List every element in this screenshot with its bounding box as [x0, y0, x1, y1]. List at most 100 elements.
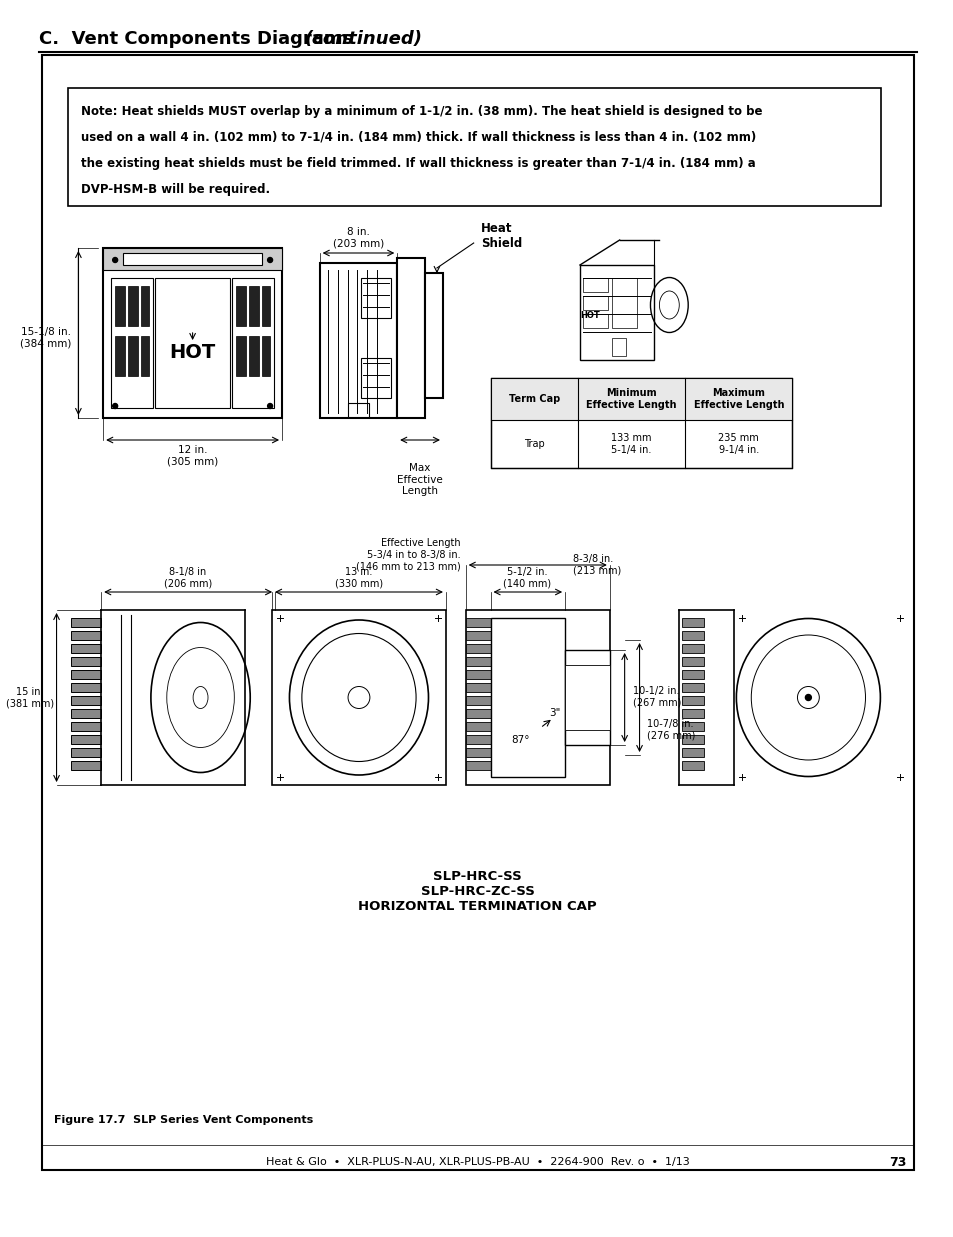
Bar	[71, 722, 101, 731]
Bar	[465, 683, 490, 691]
Text: 10-1/2 in.
(267 mm): 10-1/2 in. (267 mm)	[632, 687, 680, 708]
Bar	[112, 278, 152, 408]
Bar	[681, 709, 703, 717]
Text: DVP-HSM-B will be required.: DVP-HSM-B will be required.	[81, 183, 271, 195]
Bar	[582, 278, 607, 292]
Bar	[490, 379, 792, 468]
Text: Figure 17.7  SLP Series Vent Components: Figure 17.7 SLP Series Vent Components	[53, 1115, 313, 1124]
Bar	[141, 286, 149, 327]
Text: 8 in.
(203 mm): 8 in. (203 mm)	[333, 228, 384, 249]
Bar	[361, 278, 391, 318]
Bar	[233, 278, 274, 408]
Bar	[71, 761, 101, 769]
Text: Heat
Shield: Heat Shield	[480, 221, 521, 250]
Text: the existing heat shields must be field trimmed. If wall thickness is greater th: the existing heat shields must be field …	[81, 157, 756, 169]
Bar	[681, 657, 703, 666]
Text: 12 in.
(305 mm): 12 in. (305 mm)	[167, 445, 218, 466]
Text: 235 mm
9-1/4 in.: 235 mm 9-1/4 in.	[718, 433, 759, 455]
Bar	[465, 644, 490, 653]
Text: 5-1/2 in.
(140 mm): 5-1/2 in. (140 mm)	[503, 568, 551, 589]
Bar	[681, 631, 703, 640]
Bar	[123, 254, 262, 265]
Text: HOT: HOT	[170, 344, 215, 362]
Bar	[103, 247, 282, 418]
Bar	[71, 735, 101, 743]
Bar	[465, 709, 490, 717]
Bar	[115, 286, 125, 327]
Bar	[249, 286, 259, 327]
Bar	[103, 247, 282, 270]
Text: 13 in.
(330 mm): 13 in. (330 mm)	[335, 568, 383, 589]
Bar	[71, 657, 101, 666]
Text: SLP-HRC-SS
SLP-HRC-ZC-SS
HORIZONTAL TERMINATION CAP: SLP-HRC-SS SLP-HRC-ZC-SS HORIZONTAL TERM…	[358, 870, 597, 913]
Bar	[272, 610, 445, 785]
Bar	[128, 336, 138, 376]
Bar	[128, 286, 138, 327]
Bar	[71, 618, 101, 627]
Text: used on a wall 4 in. (102 mm) to 7-1/4 in. (184 mm) thick. If wall thickness is : used on a wall 4 in. (102 mm) to 7-1/4 i…	[81, 131, 756, 143]
Circle shape	[804, 694, 810, 700]
Bar	[141, 336, 149, 376]
Bar	[154, 278, 230, 408]
Bar	[564, 666, 609, 730]
Bar	[465, 631, 490, 640]
Text: 3": 3"	[549, 708, 560, 717]
Bar	[69, 88, 880, 207]
Text: 87°: 87°	[511, 735, 529, 745]
Bar	[262, 336, 270, 376]
Bar	[71, 709, 101, 717]
Text: (continued): (continued)	[305, 30, 422, 48]
Bar	[465, 748, 490, 757]
Text: Maximum
Effective Length: Maximum Effective Length	[693, 388, 783, 409]
Bar	[465, 696, 490, 705]
Text: Heat & Glo  •  XLR-PLUS-N-AU, XLR-PLUS-PB-AU  •  2264-900  Rev. o  •  1/13: Heat & Glo • XLR-PLUS-N-AU, XLR-PLUS-PB-…	[266, 1157, 689, 1166]
Bar	[465, 761, 490, 769]
Bar	[465, 735, 490, 743]
Text: Term Cap: Term Cap	[508, 395, 559, 404]
Text: 8-1/8 in
(206 mm): 8-1/8 in (206 mm)	[163, 568, 212, 589]
Bar	[347, 403, 369, 417]
Text: Note: Heat shields MUST overlap by a minimum of 1-1/2 in. (38 mm). The heat shie: Note: Heat shields MUST overlap by a min…	[81, 105, 762, 118]
Bar	[71, 670, 101, 679]
Text: 8-3/8 in.
(213 mm): 8-3/8 in. (213 mm)	[572, 554, 620, 575]
Bar	[681, 683, 703, 691]
Circle shape	[112, 403, 117, 408]
Bar	[71, 748, 101, 757]
Bar	[71, 631, 101, 640]
Bar	[582, 296, 607, 310]
Bar	[396, 259, 425, 418]
Bar	[681, 722, 703, 731]
Bar	[236, 336, 246, 376]
Text: 10-7/8 in.
(276 mm): 10-7/8 in. (276 mm)	[647, 719, 695, 741]
Text: 73: 73	[888, 1155, 905, 1169]
Bar	[681, 670, 703, 679]
Bar	[249, 336, 259, 376]
Bar	[262, 286, 270, 327]
Bar	[71, 644, 101, 653]
Bar	[490, 618, 564, 777]
Text: Trap: Trap	[523, 439, 544, 449]
Bar	[71, 683, 101, 691]
Bar	[465, 618, 490, 627]
Bar	[465, 610, 609, 785]
Text: HOT: HOT	[579, 310, 599, 319]
Bar	[71, 696, 101, 705]
Bar	[490, 379, 792, 421]
Bar	[681, 761, 703, 769]
Bar	[579, 265, 654, 360]
Text: Effective Length
5-3/4 in to 8-3/8 in.
(146 mm to 213 mm): Effective Length 5-3/4 in to 8-3/8 in. (…	[355, 538, 460, 571]
Bar	[361, 357, 391, 398]
Bar	[681, 618, 703, 627]
Text: 133 mm
5-1/4 in.: 133 mm 5-1/4 in.	[611, 433, 651, 455]
Bar	[425, 273, 442, 398]
Bar	[236, 286, 246, 327]
Bar	[465, 722, 490, 731]
Text: Max
Effective
Length: Max Effective Length	[396, 463, 442, 496]
Bar	[465, 657, 490, 666]
Circle shape	[268, 257, 273, 262]
Text: Minimum
Effective Length: Minimum Effective Length	[586, 388, 676, 409]
Text: 15-1/8 in.
(384 mm): 15-1/8 in. (384 mm)	[20, 328, 71, 349]
Bar	[465, 670, 490, 679]
Bar	[681, 735, 703, 743]
Text: C.  Vent Components Diagrams: C. Vent Components Diagrams	[39, 30, 358, 48]
